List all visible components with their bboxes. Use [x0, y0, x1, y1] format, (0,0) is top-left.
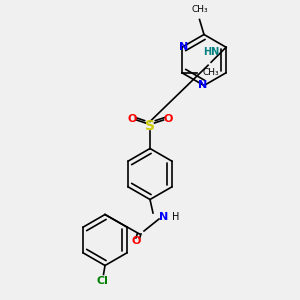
Text: O: O [127, 113, 137, 124]
Text: O: O [163, 113, 173, 124]
Text: S: S [145, 119, 155, 133]
Text: N: N [179, 42, 188, 52]
Text: Cl: Cl [96, 275, 108, 286]
Text: N: N [198, 80, 207, 91]
Text: HN: HN [203, 47, 219, 57]
Text: CH₃: CH₃ [191, 4, 208, 14]
Text: O: O [132, 236, 141, 247]
Text: N: N [159, 212, 168, 223]
Text: CH₃: CH₃ [203, 68, 220, 77]
Text: H: H [172, 212, 179, 223]
